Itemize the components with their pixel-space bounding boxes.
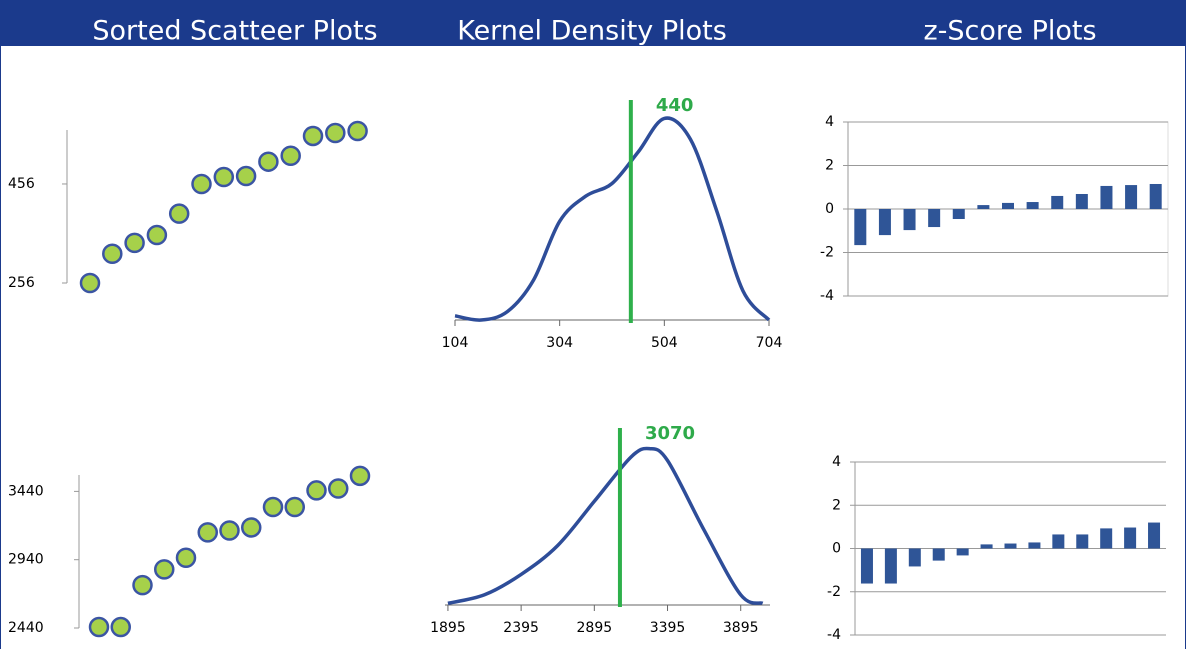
bar [1100,528,1113,549]
bar [1004,543,1017,549]
point [191,173,212,195]
point [284,496,305,518]
x-tick-label: 3395 [650,620,686,636]
y-tick-label: 2440 [8,620,44,636]
point [347,120,368,142]
bar [1026,202,1039,209]
bar [1124,527,1137,549]
y-tick-label: 0 [825,201,834,217]
y-tick-label: 2 [832,497,841,513]
y-tick-label: -2 [827,584,841,600]
point [197,522,218,543]
bar [928,209,941,228]
y-tick-label: -4 [827,627,841,643]
bar [1149,183,1162,209]
bar [854,209,867,246]
density-curve [454,116,771,322]
y-tick-label: 456 [8,176,35,192]
y-tick-label: -4 [820,288,834,304]
point [175,547,197,569]
point [235,165,257,187]
x-tick-label: 2395 [503,620,539,636]
point [213,166,235,188]
point [168,203,190,224]
y-tick-label: 4 [832,454,841,470]
point [88,616,110,638]
point [110,616,131,638]
point [262,496,284,518]
marker-label: 440 [656,95,694,116]
x-tick-label: 104 [442,335,469,351]
y-tick-label: 0 [832,541,841,557]
point [132,574,153,596]
bar [1028,542,1041,549]
point [154,559,175,580]
bar [977,205,990,209]
bar [980,544,993,549]
y-tick-label: 2 [825,158,834,174]
bar [1076,534,1089,549]
bar [860,548,873,584]
density-curve [447,446,764,606]
x-tick-label: 1895 [430,620,466,636]
bar [908,548,921,567]
y-tick-label: 4 [825,114,834,130]
column-title: Sorted Scatteer Plots [92,16,377,47]
x-tick-label: 3895 [723,620,759,636]
bar [1002,202,1014,209]
y-tick-label: 3440 [8,483,44,499]
y-tick-label: -2 [820,245,834,261]
y-tick-label: 2940 [8,552,44,568]
bar [1052,534,1065,549]
x-tick-label: 2895 [577,620,613,636]
point [302,125,324,147]
point [102,243,123,265]
point [328,478,349,499]
point [241,517,262,538]
bar [1051,195,1064,209]
bar [884,548,897,584]
point [349,465,371,487]
x-tick-label: 704 [756,335,783,351]
point [124,232,145,254]
bar [1148,522,1161,549]
point [219,520,240,541]
bar [1100,185,1113,209]
x-tick-label: 504 [651,335,678,351]
bar [1125,185,1138,209]
marker-label: 3070 [645,423,695,444]
bar [1075,193,1088,209]
bar [878,209,891,236]
bar [903,209,916,231]
point [258,151,279,172]
header-bar [0,0,1186,46]
point [79,272,101,294]
bar [956,548,969,556]
column-title: z-Score Plots [923,16,1096,47]
bar [932,548,945,561]
y-tick-label: 256 [8,275,35,291]
column-title: Kernel Density Plots [457,16,727,47]
point [325,122,346,144]
point [146,224,168,246]
x-tick-label: 304 [546,335,573,351]
bar [952,209,965,220]
point [280,145,301,166]
point [306,480,327,501]
